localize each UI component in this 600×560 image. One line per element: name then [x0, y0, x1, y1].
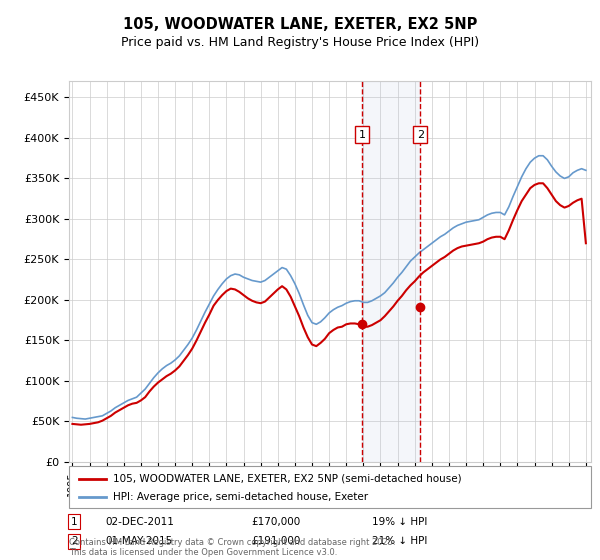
- Text: HPI: Average price, semi-detached house, Exeter: HPI: Average price, semi-detached house,…: [113, 492, 368, 502]
- Text: 2: 2: [71, 536, 77, 546]
- Text: 21% ↓ HPI: 21% ↓ HPI: [372, 536, 427, 546]
- Text: 1: 1: [359, 129, 365, 139]
- Text: 105, WOODWATER LANE, EXETER, EX2 5NP (semi-detached house): 105, WOODWATER LANE, EXETER, EX2 5NP (se…: [113, 474, 462, 483]
- Text: 105, WOODWATER LANE, EXETER, EX2 5NP: 105, WOODWATER LANE, EXETER, EX2 5NP: [123, 17, 477, 32]
- Bar: [362, 81, 421, 462]
- Text: 19% ↓ HPI: 19% ↓ HPI: [372, 516, 427, 526]
- Text: 1: 1: [71, 516, 77, 526]
- FancyBboxPatch shape: [69, 466, 591, 508]
- Text: 02-DEC-2011: 02-DEC-2011: [106, 516, 175, 526]
- Text: 01-MAY-2015: 01-MAY-2015: [106, 536, 173, 546]
- Text: £170,000: £170,000: [252, 516, 301, 526]
- Text: Price paid vs. HM Land Registry's House Price Index (HPI): Price paid vs. HM Land Registry's House …: [121, 36, 479, 49]
- Text: 2: 2: [417, 129, 424, 139]
- Text: £191,000: £191,000: [252, 536, 301, 546]
- Text: Contains HM Land Registry data © Crown copyright and database right 2025.
This d: Contains HM Land Registry data © Crown c…: [69, 538, 395, 557]
